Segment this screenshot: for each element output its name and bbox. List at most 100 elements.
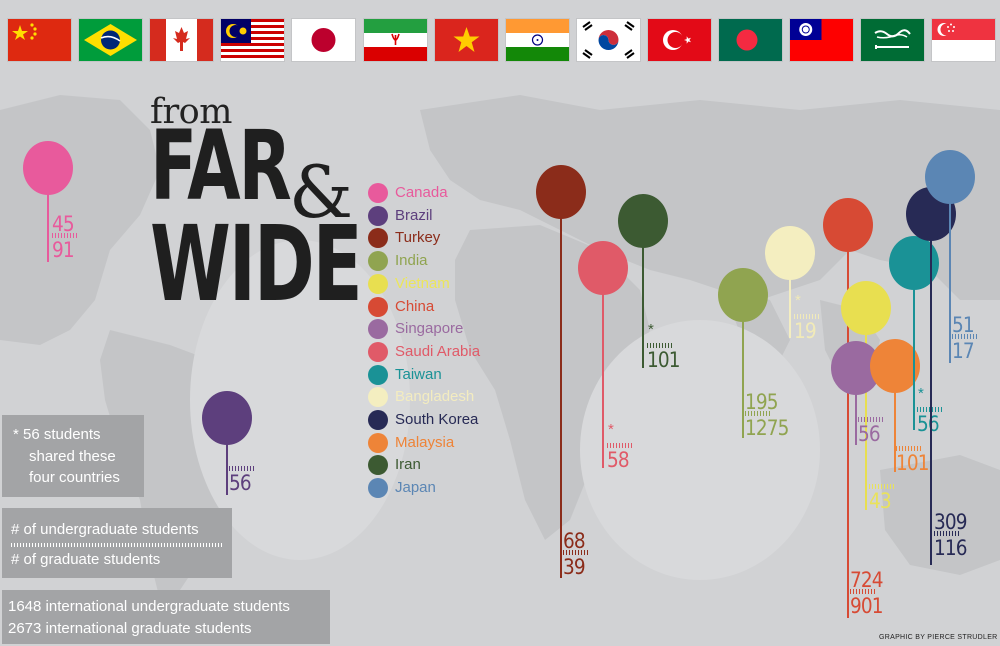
count-divider-brazil <box>229 466 255 471</box>
balloon-china <box>823 198 873 252</box>
count-divider-iran <box>647 343 673 348</box>
legend-label: Bangladesh <box>395 388 475 406</box>
legend-swatch <box>368 410 388 430</box>
count-divider-malaysia <box>896 446 922 451</box>
legend-label: South Korea <box>395 411 479 428</box>
balloon-turkey <box>536 165 586 219</box>
shared-note-line3: four countries <box>29 469 120 486</box>
total-undergrad: 1648 international undergraduate student… <box>8 598 290 615</box>
legend-label: Taiwan <box>395 365 442 383</box>
shared-asterisk-saudi-arabia: * <box>608 421 614 438</box>
pin-string-singapore <box>855 391 857 445</box>
pin-string-taiwan <box>913 286 915 430</box>
undergrad-count-turkey: 68 <box>563 529 586 553</box>
pin-string-iran <box>642 244 644 368</box>
flag-south-korea-icon <box>576 19 640 61</box>
total-grad: 2673 international graduate students <box>8 620 252 637</box>
flag-singapore-icon <box>932 19 996 61</box>
legend-label: Turkey <box>395 229 441 247</box>
legend-swatch <box>368 319 388 340</box>
grad-count-japan: 17 <box>952 339 975 363</box>
title-wide: WIDE <box>150 203 363 325</box>
flag-india-icon <box>505 19 569 61</box>
pin-string-india <box>742 318 744 438</box>
legend-swatch <box>368 364 388 385</box>
undergrad-count-japan: 51 <box>952 313 975 337</box>
balloon-vietnam <box>841 281 891 335</box>
count-divider-singapore <box>858 417 884 422</box>
count-divider-south-korea <box>934 531 960 536</box>
flag-bangladesh-icon <box>719 19 782 61</box>
flag-brazil-icon <box>79 19 143 61</box>
flag-japan-icon <box>292 19 356 61</box>
pin-string-canada <box>47 191 49 262</box>
grad-count-bangladesh: 19 <box>794 319 817 343</box>
legend-swatch <box>368 478 388 499</box>
key-undergrad-label: # of undergraduate students <box>11 521 199 538</box>
pin-string-japan <box>949 200 951 363</box>
balloon-saudi-arabia <box>578 241 628 295</box>
balloon-iran <box>618 194 668 248</box>
balloon-india <box>718 268 768 322</box>
legend-label: Japan <box>395 479 436 497</box>
legend-swatch <box>368 205 388 226</box>
legend-swatch <box>368 251 388 272</box>
legend-swatch <box>368 455 388 476</box>
legend-swatch <box>368 432 388 453</box>
flag-vietnam-icon <box>434 19 498 61</box>
pin-string-bangladesh <box>789 276 791 338</box>
legend-swatch <box>368 296 388 317</box>
legend-swatch <box>368 183 388 203</box>
title-far: FAR <box>150 110 292 222</box>
grad-count-iran: 101 <box>647 348 681 372</box>
count-divider-canada <box>52 233 78 238</box>
grad-count-malaysia: 101 <box>896 451 930 475</box>
legend-label: Vietnam <box>395 274 450 292</box>
grad-count-india: 1275 <box>745 416 789 440</box>
legend-label: India <box>395 252 428 270</box>
undergrad-count-china: 724 <box>850 568 884 592</box>
legend-label: Singapore <box>395 320 464 338</box>
count-divider-japan <box>952 334 978 339</box>
legend-swatch <box>368 341 388 362</box>
grad-count-taiwan: 56 <box>917 412 940 436</box>
flag-iran-icon <box>363 19 427 61</box>
grad-count-canada: 91 <box>52 238 75 262</box>
balloon-brazil <box>202 391 252 445</box>
count-divider-vietnam <box>869 484 895 489</box>
legend-swatch <box>368 387 388 408</box>
flag-canada-icon <box>150 19 214 61</box>
shared-asterisk-iran: * <box>648 321 654 338</box>
grad-count-china: 901 <box>850 594 884 618</box>
shared-asterisk-taiwan: * <box>918 385 924 402</box>
grad-count-saudi-arabia: 58 <box>607 448 630 472</box>
undergrad-count-india: 195 <box>745 390 779 414</box>
totals-box: 1648 international undergraduate student… <box>2 590 330 644</box>
count-divider-taiwan <box>917 407 943 412</box>
grad-count-turkey: 39 <box>563 555 586 579</box>
count-divider-bangladesh <box>794 314 820 319</box>
count-divider-india <box>745 411 771 416</box>
legend-label: Malaysia <box>395 433 455 451</box>
shared-note-box: * 56 students shared these four countrie… <box>2 415 144 497</box>
legend-swatch <box>368 228 388 249</box>
grad-count-vietnam: 43 <box>869 489 892 513</box>
legend-label: Iran <box>395 456 421 474</box>
key-divider <box>11 543 223 547</box>
balloon-japan <box>925 150 975 204</box>
flag-malaysia-icon <box>221 19 285 61</box>
pin-string-malaysia <box>894 389 896 472</box>
shared-asterisk-bangladesh: * <box>795 292 801 309</box>
legend-label: Brazil <box>395 206 433 224</box>
legend-label: China <box>395 297 435 315</box>
pin-string-south-korea <box>930 237 932 565</box>
flag-saudi-arabia-icon <box>861 19 925 61</box>
count-divider-saudi-arabia <box>607 443 633 448</box>
balloon-canada <box>23 141 73 195</box>
balloon-bangladesh <box>765 226 815 280</box>
grad-count-singapore: 56 <box>858 422 881 446</box>
key-grad-label: # of graduate students <box>11 551 161 568</box>
pin-string-turkey <box>560 215 562 578</box>
grad-count-brazil: 56 <box>229 471 252 495</box>
shared-note-line2: shared these <box>29 448 116 465</box>
